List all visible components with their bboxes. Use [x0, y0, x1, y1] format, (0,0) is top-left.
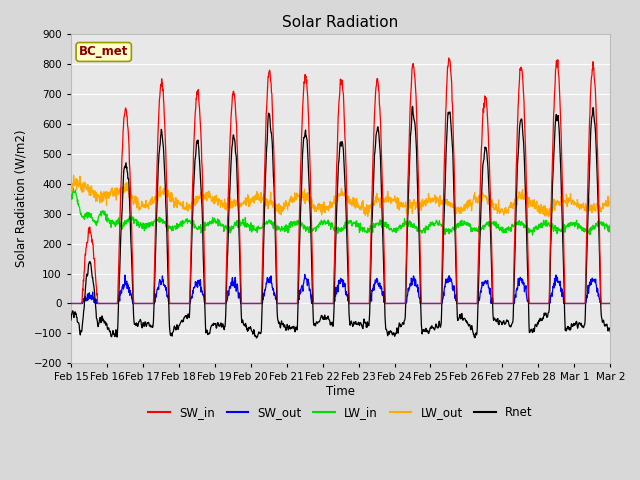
Title: Solar Radiation: Solar Radiation [282, 15, 399, 30]
Text: BC_met: BC_met [79, 46, 129, 59]
Legend: SW_in, SW_out, LW_in, LW_out, Rnet: SW_in, SW_out, LW_in, LW_out, Rnet [144, 401, 538, 423]
X-axis label: Time: Time [326, 385, 355, 398]
Y-axis label: Solar Radiation (W/m2): Solar Radiation (W/m2) [15, 130, 28, 267]
